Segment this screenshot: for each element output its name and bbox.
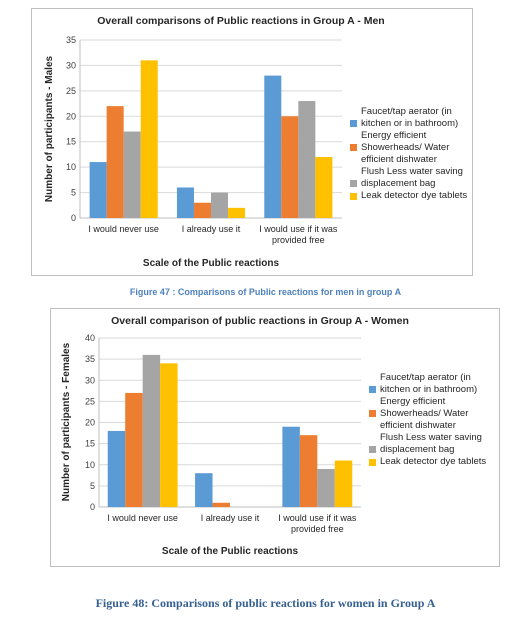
figure-48-caption: Figure 48: Comparisons of public reactio… xyxy=(95,596,436,610)
y-tick-label: 35 xyxy=(66,35,76,45)
bar xyxy=(123,131,141,218)
x-tick-label: I already use it xyxy=(182,224,241,234)
y-tick-label: 5 xyxy=(90,481,95,491)
y-tick-label: 30 xyxy=(85,375,95,385)
y-tick-label: 5 xyxy=(71,188,76,198)
legend-item: Faucet/tap aerator (in kitchen or in bat… xyxy=(350,106,472,130)
legend-label: Faucet/tap aerator (in kitchen or in bat… xyxy=(361,106,459,129)
legend-swatch xyxy=(350,144,357,151)
legend-item: Leak detector dye tablets xyxy=(369,456,499,468)
chart-women-svg: Overall comparison of public reactions i… xyxy=(61,315,409,557)
legend-label: Faucet/tap aerator (in kitchen or in bat… xyxy=(380,372,478,395)
legend-swatch xyxy=(350,193,357,200)
bar xyxy=(264,75,282,218)
bar xyxy=(106,106,124,218)
legend-swatch xyxy=(350,180,357,187)
bar xyxy=(140,60,158,218)
legend-swatch xyxy=(369,410,376,417)
chart-women: Overall comparison of public reactions i… xyxy=(50,308,500,567)
bar xyxy=(317,468,335,507)
bar xyxy=(298,101,316,218)
legend-label: Energy efficient Showerheads/ Water effi… xyxy=(380,396,469,431)
bar xyxy=(142,354,161,507)
legend-item: Leak detector dye tablets xyxy=(350,190,472,202)
y-tick-label: 35 xyxy=(85,354,95,364)
bar xyxy=(299,435,318,507)
chart-title: Overall comparison of public reactions i… xyxy=(111,315,409,327)
legend-label: Leak detector dye tablets xyxy=(380,456,487,467)
legend-swatch xyxy=(369,446,376,453)
chart-women-legend: Faucet/tap aerator (in kitchen or in bat… xyxy=(369,372,499,468)
y-tick-label: 10 xyxy=(66,162,76,172)
chart-title: Overall comparisons of Public reactions … xyxy=(97,15,384,27)
legend-item: Faucet/tap aerator (in kitchen or in bat… xyxy=(369,372,499,396)
legend-label: Flush Less water saving displacement bag xyxy=(380,432,482,455)
bar xyxy=(281,116,299,218)
y-tick-label: 0 xyxy=(71,213,76,223)
y-tick-label: 25 xyxy=(85,396,95,406)
y-tick-label: 10 xyxy=(85,460,95,470)
y-tick-label: 0 xyxy=(90,502,95,512)
bar xyxy=(160,363,178,507)
y-tick-label: 15 xyxy=(85,439,95,449)
legend-label: Leak detector dye tablets xyxy=(361,190,468,201)
legend-item: Energy efficient Showerheads/ Water effi… xyxy=(350,130,472,166)
x-tick-label: I would never use xyxy=(107,513,178,523)
bar xyxy=(334,460,353,507)
bar xyxy=(211,192,229,218)
legend-label: Flush Less water saving displacement bag xyxy=(361,166,463,189)
legend-item: Flush Less water saving displacement bag xyxy=(350,166,472,190)
bar xyxy=(228,207,246,218)
bar xyxy=(195,473,213,507)
y-tick-label: 20 xyxy=(66,111,76,121)
chart-men-svg: Overall comparisons of Public reactions … xyxy=(44,15,385,269)
bar xyxy=(282,426,300,507)
legend-item: Flush Less water saving displacement bag xyxy=(369,432,499,456)
y-tick-label: 20 xyxy=(85,418,95,428)
bar xyxy=(212,502,230,507)
legend-label: Energy efficient Showerheads/ Water effi… xyxy=(361,130,450,165)
y-axis-title: Number of participants - Females xyxy=(61,342,72,501)
legend-swatch xyxy=(369,386,376,393)
x-tick-label: I would use if it was provided free xyxy=(278,513,357,534)
y-axis-title: Number of participants - Males xyxy=(44,55,55,202)
bar xyxy=(107,430,126,507)
bar xyxy=(315,156,333,218)
y-tick-label: 30 xyxy=(66,60,76,70)
chart-men: Overall comparisons of Public reactions … xyxy=(31,8,473,276)
x-tick-label: I already use it xyxy=(201,513,260,523)
x-axis-title: Scale of the Public reactions xyxy=(143,258,280,269)
x-tick-label: I would use if it was provided free xyxy=(259,224,338,245)
bar xyxy=(125,392,143,507)
bar xyxy=(193,202,211,218)
bar xyxy=(176,187,194,218)
x-tick-label: I would never use xyxy=(88,224,159,234)
legend-item: Energy efficient Showerheads/ Water effi… xyxy=(369,396,499,432)
chart-men-legend: Faucet/tap aerator (in kitchen or in bat… xyxy=(350,106,472,202)
y-tick-label: 15 xyxy=(66,137,76,147)
y-tick-label: 25 xyxy=(66,86,76,96)
legend-swatch xyxy=(369,459,376,466)
legend-swatch xyxy=(350,120,357,127)
x-axis-title: Scale of the Public reactions xyxy=(162,546,299,557)
figure-47-caption: Figure 47 : Comparisons of Public reacti… xyxy=(129,287,402,297)
bar xyxy=(89,162,107,218)
y-tick-label: 40 xyxy=(85,333,95,343)
